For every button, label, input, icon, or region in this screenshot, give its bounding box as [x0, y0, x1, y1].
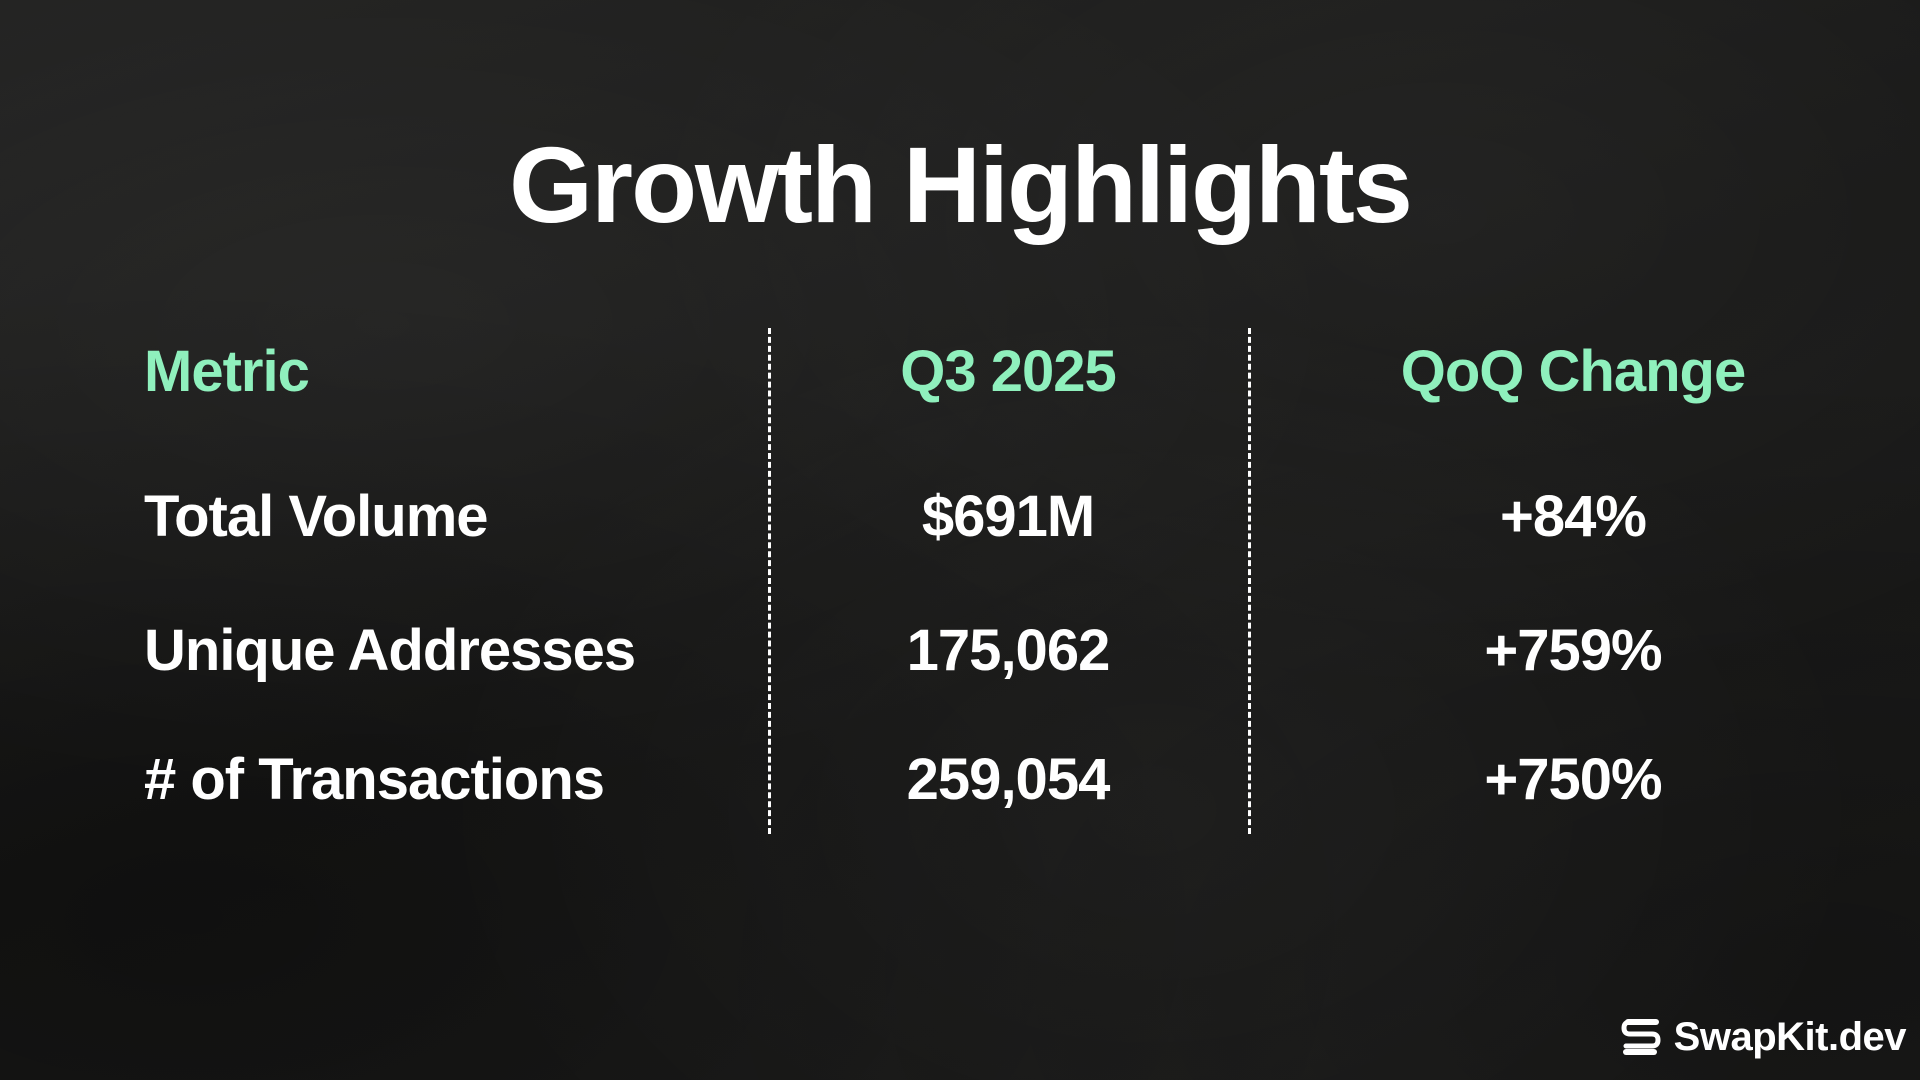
- header-qoq-change: QoQ Change: [1400, 339, 1746, 404]
- row-total-volume-qoq: +84%: [1500, 484, 1647, 549]
- column-divider-2: [1248, 328, 1251, 834]
- swapkit-logo-icon: [1621, 1019, 1661, 1055]
- column-divider-1: [768, 328, 771, 834]
- row-total-volume-q3: $691M: [921, 484, 1095, 549]
- slide-title: Growth Highlights: [509, 124, 1413, 245]
- row-unique-addresses-q3: 175,062: [906, 618, 1111, 683]
- brand-name: SwapKit.dev: [1673, 1015, 1907, 1059]
- row-transactions-metric: # of Transactions: [144, 747, 605, 812]
- row-transactions-qoq: +750%: [1484, 747, 1662, 812]
- header-metric: Metric: [144, 339, 310, 404]
- row-unique-addresses-metric: Unique Addresses: [144, 618, 636, 683]
- row-transactions-q3: 259,054: [906, 747, 1111, 812]
- row-unique-addresses-qoq: +759%: [1484, 618, 1662, 683]
- row-total-volume-metric: Total Volume: [144, 484, 489, 549]
- brand-mark: SwapKit.dev: [1620, 1014, 1907, 1060]
- header-q3-2025: Q3 2025: [900, 339, 1117, 404]
